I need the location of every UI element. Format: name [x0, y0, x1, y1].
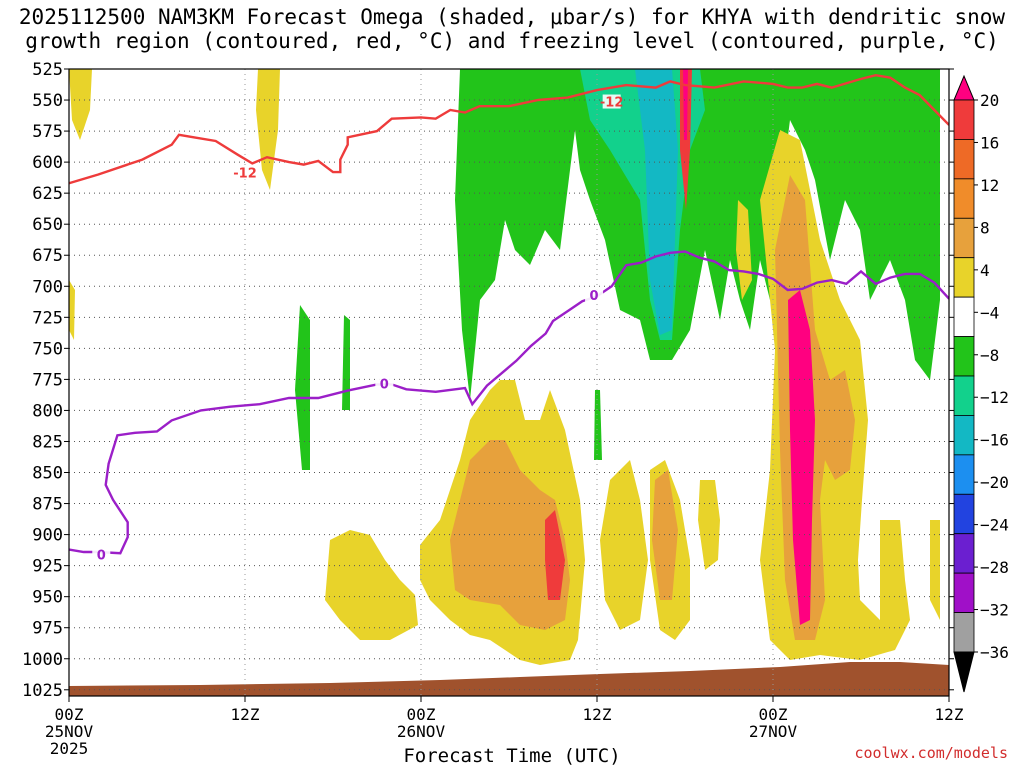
x-tick-label: 00Z [55, 705, 84, 724]
colorbar-segment [953, 257, 975, 298]
y-tick-label: 600 [32, 153, 63, 173]
y-tick-label: 575 [32, 122, 63, 142]
y-tick-label: 675 [32, 246, 63, 266]
omega-descent-orange-area-2 [652, 470, 678, 600]
colorbar-segment [953, 533, 975, 574]
colorbar: 20 16 12 8 4 −4 −8 −12 −16 −20 −24 −28 −32 −36 [953, 74, 1009, 693]
colorbar-segment [953, 415, 975, 456]
y-tick-label: 850 [32, 464, 63, 484]
colorbar-label: −4 [980, 303, 999, 322]
omega-ascent-green-strip-3 [594, 390, 602, 460]
colorbar-segment [953, 296, 975, 337]
grid-lines [68, 68, 950, 696]
contour-lines: -12 -12 0 0 0 [69, 73, 949, 564]
x-tick-date-label: 27NOV [749, 722, 798, 741]
contour-label-bg [602, 94, 621, 109]
contour-label: -12 [233, 166, 257, 181]
colorbar-label: −32 [980, 601, 1009, 620]
y-tick-label: 900 [32, 526, 63, 546]
y-tick-label: 825 [32, 432, 63, 452]
chart-title-line-1: 2025112500 NAM3KM Forecast Omega (shaded… [18, 5, 1006, 29]
credit-text: coolwx.com/models [854, 744, 1008, 762]
colorbar-label: −16 [980, 431, 1009, 450]
contour-label: 0 [380, 377, 389, 392]
contour-label-bg [92, 547, 111, 562]
colorbar-segment [953, 336, 975, 377]
omega-descent-magenta-strip [683, 69, 688, 140]
freezing-level-contour-line [69, 250, 949, 555]
y-tick-label: 725 [32, 308, 63, 328]
x-tick-date-label: 25NOV [45, 722, 94, 741]
x-tick-label: 00Z [407, 705, 436, 724]
y-tick-label: 650 [32, 215, 63, 235]
colorbar-top-arrow [953, 74, 975, 101]
y-tick-label: 800 [32, 401, 63, 421]
x-tick-year-label: 2025 [50, 739, 89, 758]
omega-ascent-green-area [455, 69, 940, 400]
colorbar-segment [953, 375, 975, 416]
y-tick-label: 775 [32, 370, 63, 390]
colorbar-label: 16 [980, 133, 999, 152]
colorbar-bottom-arrow [953, 651, 975, 693]
y-tick-label: 525 [32, 60, 63, 80]
y-tick-label: 875 [32, 495, 63, 515]
colorbar-label: 20 [980, 91, 999, 110]
contour-label-bg [585, 288, 604, 303]
y-tick-label: 700 [32, 277, 63, 297]
terrain-below-ground [69, 662, 949, 696]
y-tick-label: 550 [32, 91, 63, 111]
axes: 525 550 575 600 625 650 675 700 725 750 775 800 825 8… [22, 60, 964, 758]
colorbar-segment [953, 572, 975, 613]
colorbar-label: −28 [980, 558, 1009, 577]
y-tick-label: 975 [32, 619, 63, 639]
x-tick-date-label: 26NOV [397, 722, 446, 741]
colorbar-segment [953, 139, 975, 180]
colorbar-segment [953, 178, 975, 219]
colorbar-segment [953, 612, 975, 653]
colorbar-label: −8 [980, 346, 999, 365]
omega-descent-magenta-core [788, 290, 815, 625]
x-axis-title: Forecast Time (UTC) [403, 745, 621, 767]
y-tick-label: 1000 [22, 650, 63, 670]
plot-frame [68, 68, 950, 697]
omega-descent-red-area [545, 510, 565, 600]
colorbar-label: 4 [980, 261, 990, 280]
colorbar-label: −12 [980, 388, 1009, 407]
colorbar-segment [953, 217, 975, 259]
colorbar-label: 8 [980, 218, 990, 237]
colorbar-segment [953, 493, 975, 535]
y-tick-label: 750 [32, 339, 63, 359]
y-tick-label: 1025 [22, 681, 63, 701]
x-tick-label: 12Z [583, 705, 612, 724]
x-tick-label: 00Z [759, 705, 788, 724]
colorbar-label: −20 [980, 473, 1009, 492]
omega-descent-orange-area [450, 440, 570, 630]
chart-title-line-2: growth region (contoured, red, °C) and f… [25, 29, 999, 53]
omega-ascent-green-strip [295, 305, 310, 470]
x-tick-label: 12Z [935, 705, 964, 724]
contour-label-bg [375, 376, 394, 391]
colorbar-label: −36 [980, 643, 1009, 662]
colorbar-label: −24 [980, 516, 1009, 535]
omega-ascent-cyan-area [635, 69, 678, 335]
omega-ascent-green-strip-2 [342, 315, 350, 410]
contour-label: 0 [97, 549, 106, 564]
dendritic-contour-line [69, 73, 949, 185]
y-tick-label: 950 [32, 588, 63, 608]
colorbar-segment [953, 454, 975, 495]
contour-label: -12 [600, 96, 624, 111]
colorbar-label: 12 [980, 176, 999, 195]
x-tick-label: 12Z [231, 705, 260, 724]
contour-label: 0 [590, 289, 599, 304]
y-tick-label: 625 [32, 184, 63, 204]
y-tick-label: 925 [32, 557, 63, 577]
contour-label-bg [236, 165, 254, 180]
omega-shading [69, 69, 949, 696]
omega-descent-yellow-area-2 [600, 460, 940, 640]
colorbar-segment [953, 99, 975, 140]
